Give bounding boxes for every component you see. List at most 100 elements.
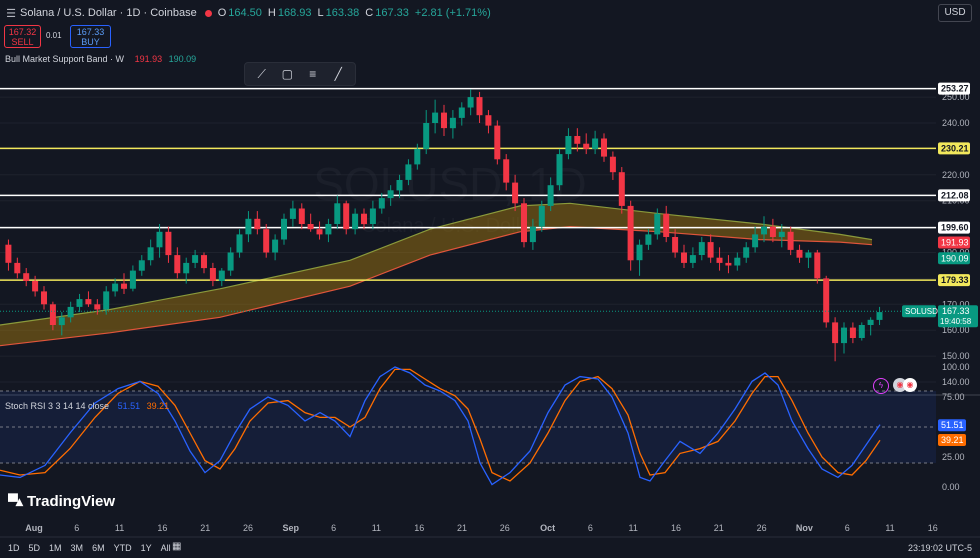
candle-body bbox=[112, 283, 119, 292]
range-1d[interactable]: 1D bbox=[8, 543, 20, 553]
candle bbox=[156, 224, 163, 258]
range-selector: 1D 5D 1M 3M 6M YTD 1Y All bbox=[8, 543, 171, 553]
candle bbox=[378, 192, 385, 214]
watermark-symbol: SOLUSD, 1D bbox=[313, 158, 587, 210]
candle-body bbox=[636, 244, 643, 261]
candle-body bbox=[654, 213, 661, 235]
range-6m[interactable]: 6M bbox=[92, 543, 105, 553]
sell-button[interactable]: 167.32 SELL bbox=[4, 25, 41, 48]
rsi-k-badge: 51.51 bbox=[941, 420, 964, 430]
candle bbox=[485, 110, 492, 134]
candle bbox=[67, 301, 74, 323]
horizontal-levels[interactable] bbox=[0, 87, 936, 281]
line-tool-icon[interactable]: ⟋ bbox=[257, 67, 266, 81]
chart-header: ☰ Solana / U.S. Dollar · 1D · Coinbase O… bbox=[0, 3, 497, 23]
menu-icon[interactable]: ☰ bbox=[6, 7, 16, 20]
candle-body bbox=[476, 97, 483, 116]
candle bbox=[618, 167, 625, 214]
candle bbox=[547, 177, 554, 212]
candle bbox=[432, 99, 439, 134]
candle bbox=[663, 205, 670, 243]
indicator-legend[interactable]: Bull Market Support Band · W 191.93 190.… bbox=[5, 54, 196, 64]
range-1m[interactable]: 1M bbox=[49, 543, 62, 553]
stoch-rsi-pane bbox=[0, 366, 936, 486]
candle bbox=[49, 301, 56, 331]
candle-body bbox=[752, 234, 759, 248]
candles bbox=[5, 89, 883, 362]
indicator-value-1: 191.93 bbox=[134, 54, 163, 64]
candle bbox=[414, 143, 421, 170]
low-label: L bbox=[317, 7, 324, 19]
candle bbox=[876, 306, 883, 326]
range-3m[interactable]: 3M bbox=[70, 543, 84, 553]
time-tick-label: 16 bbox=[928, 523, 938, 533]
candle bbox=[192, 249, 199, 269]
flag-icon-2[interactable]: ◉ bbox=[903, 378, 917, 392]
currency-selector[interactable]: USD bbox=[938, 4, 972, 22]
buy-price: 167.33 bbox=[76, 27, 105, 37]
stoch-k-line bbox=[0, 366, 881, 486]
level-label: 199.60 bbox=[941, 223, 969, 233]
candle bbox=[201, 252, 207, 274]
time-tick-label: 6 bbox=[588, 523, 593, 533]
candle-body bbox=[761, 226, 767, 235]
band-fill bbox=[0, 203, 872, 346]
candle-body bbox=[67, 306, 74, 318]
candle bbox=[672, 229, 679, 258]
candle bbox=[743, 242, 750, 263]
candle bbox=[103, 286, 110, 315]
candle-body bbox=[201, 255, 207, 269]
candle bbox=[503, 154, 510, 191]
watermark-name: Solana / U.S. Dollar bbox=[362, 215, 538, 237]
price-tick-label: 160.00 bbox=[942, 325, 970, 335]
price-tick-label: 250.00 bbox=[942, 92, 970, 102]
candle bbox=[654, 208, 661, 240]
candle-body bbox=[85, 299, 92, 305]
candle bbox=[858, 322, 865, 341]
candle-body bbox=[361, 213, 367, 225]
time-axis[interactable]: Aug 6 11 16 21 26 Sep 6 11 16 21 26 Oct 6 11 16 21 26 Nov 6… bbox=[25, 523, 938, 533]
buy-button[interactable]: 167.33 BUY bbox=[70, 25, 111, 48]
candle bbox=[165, 226, 172, 263]
rsi-k-value: 51.51 bbox=[117, 401, 141, 411]
candle bbox=[316, 221, 323, 240]
range-5d[interactable]: 5D bbox=[28, 543, 41, 553]
candle bbox=[725, 255, 732, 274]
candle bbox=[769, 218, 776, 243]
candle-body bbox=[49, 304, 56, 325]
candle bbox=[94, 299, 101, 315]
range-1y[interactable]: 1Y bbox=[140, 543, 152, 553]
rsi-legend[interactable]: Stoch RSI 3 3 14 14 close 51.51 39.21 bbox=[5, 401, 169, 411]
candle-body bbox=[32, 281, 39, 292]
candle-body bbox=[307, 224, 314, 230]
calendar-icon[interactable]: ▦ bbox=[172, 541, 182, 552]
level-label-bg bbox=[938, 221, 970, 234]
candle-body bbox=[352, 213, 359, 230]
lightning-icon[interactable]: ϟ bbox=[873, 378, 889, 394]
indicator-value-2: 190.09 bbox=[168, 54, 197, 64]
square-tool-icon[interactable]: ▢ bbox=[281, 67, 293, 81]
candle bbox=[121, 273, 127, 294]
symbol-title[interactable]: Solana / U.S. Dollar · 1D · Coinbase bbox=[20, 7, 197, 19]
candle-body bbox=[121, 283, 127, 289]
candle bbox=[787, 226, 794, 256]
candle-body bbox=[334, 203, 341, 224]
time-tick-label: 11 bbox=[629, 523, 638, 533]
candle bbox=[752, 226, 759, 253]
candle bbox=[681, 244, 687, 269]
price-axis[interactable]: 250.00240.00230.00220.00210.00200.00190.… bbox=[902, 0, 980, 395]
stoch-d-line bbox=[0, 368, 881, 482]
logo-text: TradingView bbox=[26, 493, 116, 510]
candle bbox=[592, 130, 599, 155]
candle-body bbox=[449, 117, 456, 129]
range-all[interactable]: All bbox=[160, 543, 171, 553]
candle-body bbox=[867, 319, 874, 325]
range-ytd[interactable]: YTD bbox=[113, 543, 132, 553]
candle bbox=[512, 174, 519, 212]
clock[interactable]: 23:19:02 UTC-5 bbox=[907, 543, 972, 553]
text-tool-icon[interactable]: ≡ bbox=[309, 67, 317, 81]
brush-tool-icon[interactable]: ╱ bbox=[334, 67, 342, 81]
price-tick-label: 140.00 bbox=[942, 377, 970, 387]
